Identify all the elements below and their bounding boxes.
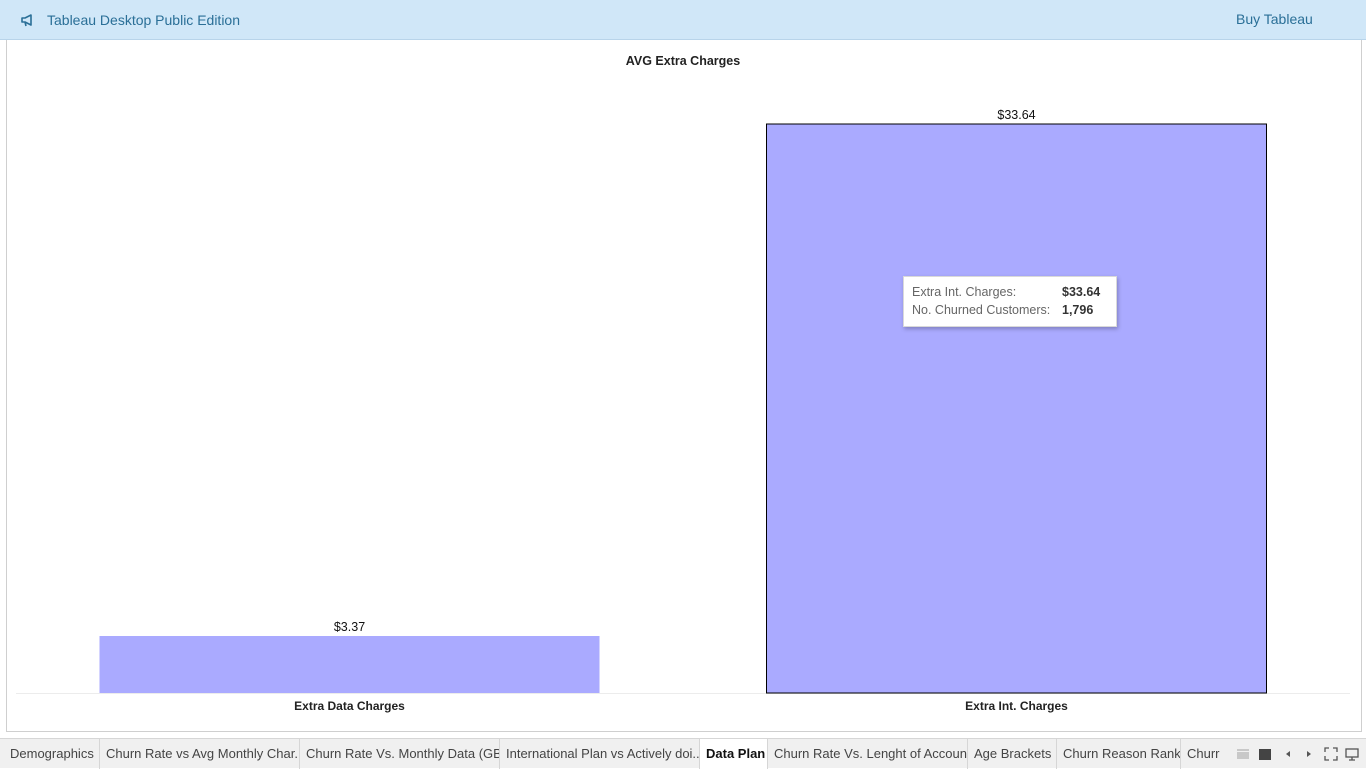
category-tick-label: Extra Data Charges bbox=[294, 699, 405, 713]
data-label: $3.37 bbox=[334, 620, 365, 634]
tab-churn-rate-avg-monthly[interactable]: Churn Rate vs Avg Monthly Char... bbox=[100, 739, 300, 769]
tab-churn-rate-monthly-data[interactable]: Churn Rate Vs. Monthly Data (GB) bbox=[300, 739, 500, 769]
megaphone-icon bbox=[21, 14, 32, 27]
data-label: $33.64 bbox=[997, 108, 1035, 122]
fullscreen-icon[interactable] bbox=[1324, 747, 1338, 761]
tooltip-value: $33.64 bbox=[1062, 285, 1101, 299]
buy-tableau-link[interactable]: Buy Tableau bbox=[1236, 11, 1313, 27]
top-banner: Tableau Desktop Public Edition Buy Table… bbox=[0, 0, 1366, 40]
prev-sheet-icon[interactable] bbox=[1281, 747, 1295, 761]
category-tick-label: Extra Int. Charges bbox=[965, 699, 1068, 713]
chart-title: AVG Extra Charges bbox=[626, 54, 740, 68]
bar[interactable] bbox=[99, 635, 600, 693]
tooltip: Extra Int. Charges: $33.64 No. Churned C… bbox=[903, 276, 1117, 327]
tab-data-plan[interactable]: Data Plan bbox=[700, 739, 768, 769]
app-title: Tableau Desktop Public Edition bbox=[47, 12, 241, 28]
present-icon[interactable] bbox=[1345, 747, 1359, 761]
bar-chart: AVG Extra Charges $3.37 Extra Data Charge… bbox=[16, 54, 1350, 713]
grid-view-icon[interactable] bbox=[1258, 747, 1272, 761]
filmstrip-icon[interactable] bbox=[1236, 747, 1250, 761]
tooltip-value: 1,796 bbox=[1062, 303, 1094, 317]
tab-churn-rate-length[interactable]: Churn Rate Vs. Lenght of Account bbox=[768, 739, 968, 769]
tab-international-plan[interactable]: International Plan vs Actively doi... bbox=[500, 739, 700, 769]
tooltip-label: Extra Int. Charges: bbox=[912, 285, 1017, 299]
tooltip-row: No. Churned Customers: 1,796 bbox=[912, 303, 1093, 319]
sheet-tab-bar: Demographics Churn Rate vs Avg Monthly C… bbox=[0, 738, 1366, 769]
tab-demographics[interactable]: Demographics bbox=[4, 739, 100, 769]
tooltip-label: No. Churned Customers: bbox=[912, 303, 1051, 317]
tab-age-brackets[interactable]: Age Brackets bbox=[968, 739, 1057, 769]
bar[interactable] bbox=[766, 123, 1267, 694]
tab-churn-reason-rank[interactable]: Churn Reason Rank bbox=[1057, 739, 1181, 769]
tab-churn-truncated[interactable]: Churr bbox=[1187, 746, 1220, 761]
next-sheet-icon[interactable] bbox=[1302, 747, 1316, 761]
tooltip-row: Extra Int. Charges: $33.64 bbox=[912, 285, 1100, 301]
